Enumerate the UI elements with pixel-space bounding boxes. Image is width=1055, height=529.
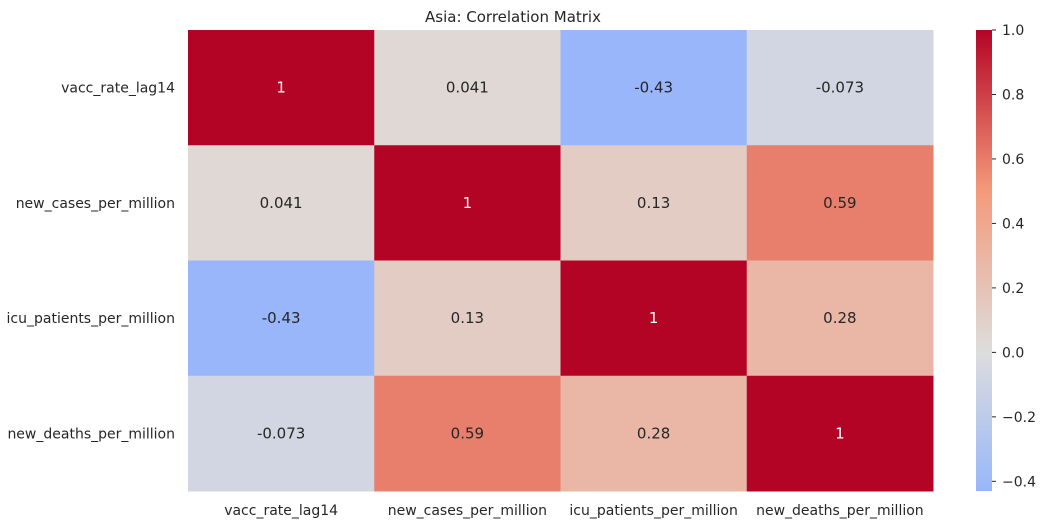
heatmap-cell <box>746 260 934 377</box>
cell-value-label: 0.28 <box>637 424 670 442</box>
x-tick-label: new_cases_per_million <box>388 503 547 519</box>
heatmap-cell <box>746 30 934 146</box>
cell-value-label: 0.13 <box>637 194 670 212</box>
colorbar-tick-label: −0.2 <box>1002 410 1036 426</box>
x-tick-label: icu_patients_per_million <box>569 503 737 519</box>
colorbar-tick-label: −0.4 <box>1002 474 1036 490</box>
chart-title: Asia: Correlation Matrix <box>425 8 601 26</box>
colorbar-tick-label: 0.2 <box>1002 281 1024 297</box>
heatmap-cell <box>560 30 748 146</box>
colorbar-tick-label: 0.0 <box>1002 345 1024 361</box>
colorbar-ticks: 1.0 0.8 0.6 0.4 0.2 0.0 −0.2 −0.4 <box>992 23 1036 490</box>
cell-value-label: 1 <box>835 424 845 442</box>
x-tick-label: new_deaths_per_million <box>756 503 924 519</box>
heatmap-cell <box>188 145 375 261</box>
y-tick-label: new_cases_per_million <box>16 196 175 212</box>
heatmap-cell <box>560 260 748 377</box>
heatmap-cell <box>188 375 375 492</box>
x-axis-labels: vacc_rate_lag14 new_cases_per_million icu_… <box>224 503 923 519</box>
cell-value-label: 0.59 <box>451 424 484 442</box>
cell-value-label: -0.073 <box>816 79 864 97</box>
heatmap-cell <box>560 145 748 261</box>
heatmap-cell <box>746 375 934 492</box>
cell-value-label: 1 <box>463 194 473 212</box>
heatmap-cell <box>188 30 375 146</box>
colorbar-tick-label: 0.8 <box>1002 87 1024 103</box>
cell-value-label: 0.59 <box>823 194 856 212</box>
x-tick-label: vacc_rate_lag14 <box>224 503 338 519</box>
cell-value-label: 0.041 <box>446 79 489 97</box>
y-tick-label: vacc_rate_lag14 <box>61 81 175 97</box>
colorbar <box>976 30 992 491</box>
cell-value-label: 1 <box>276 79 286 97</box>
cell-value-label: 0.041 <box>260 194 303 212</box>
heatmap-cell <box>560 375 748 492</box>
cell-value-label: -0.43 <box>634 79 673 97</box>
y-tick-label: icu_patients_per_million <box>7 311 175 327</box>
colorbar-tick-label: 0.6 <box>1002 152 1024 168</box>
cell-value-label: 0.13 <box>451 309 484 327</box>
heatmap-cell <box>374 375 561 492</box>
y-axis-labels: vacc_rate_lag14 new_cases_per_million icu_… <box>7 81 176 443</box>
cell-value-label: 1 <box>649 309 659 327</box>
cell-value-label: -0.073 <box>257 424 305 442</box>
colorbar-tick-label: 1.0 <box>1002 23 1024 39</box>
cell-value-label: 0.28 <box>823 309 856 327</box>
heatmap-cell <box>374 30 561 146</box>
heatmap-cell <box>374 260 561 377</box>
colorbar-tick-label: 0.4 <box>1002 216 1024 232</box>
heatmap-cell <box>188 260 375 377</box>
heatmap-cell <box>374 145 561 261</box>
cell-value-label: -0.43 <box>262 309 301 327</box>
heatmap-cells: 1 0.041 -0.43 -0.073 0.041 1 0.13 0.59 -0.43 0.13… <box>188 30 934 492</box>
heatmap-cell <box>746 145 934 261</box>
y-tick-label: new_deaths_per_million <box>7 426 175 442</box>
